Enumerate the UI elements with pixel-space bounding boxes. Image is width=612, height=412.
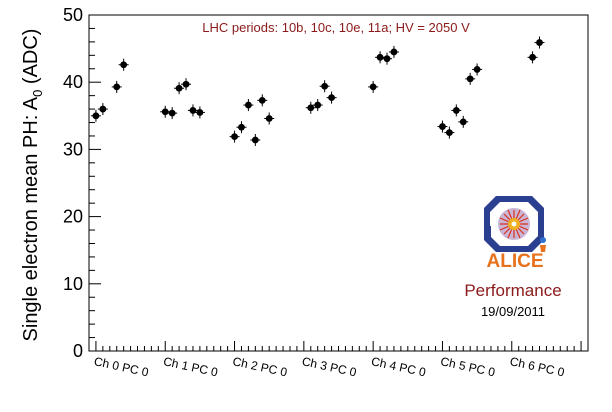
data-point-marker [196, 109, 204, 116]
data-point [305, 101, 316, 114]
data-point [319, 80, 330, 93]
chart-title: LHC periods: 10b, 10c, 10e, 11a; HV = 20… [202, 20, 470, 35]
data-point-marker [182, 80, 190, 88]
svg-text:Single electron mean PH: A0 (A: Single electron mean PH: A0 (ADC) [20, 29, 45, 342]
data-point-marker [529, 53, 536, 61]
data-points [90, 36, 545, 146]
y-tick-label: 0 [73, 341, 83, 361]
data-point-marker [321, 82, 329, 90]
data-point-marker [536, 39, 543, 46]
x-axis: Ch 0 PC 0 Ch 1 PC 0 Ch 2 PC 0 Ch 3 PC 0 Ch 4… [93, 341, 589, 380]
data-point-marker [245, 101, 252, 109]
logo-core-center-icon [511, 221, 517, 227]
data-point-marker [99, 105, 107, 113]
data-point-marker [383, 55, 391, 63]
data-point [375, 51, 386, 64]
data-point [368, 80, 379, 93]
data-point [111, 80, 122, 93]
data-point [97, 103, 108, 116]
data-point-marker [307, 104, 315, 112]
y-axis-label-main: Single electron mean PH: A [20, 96, 42, 341]
data-point-marker [231, 133, 238, 141]
data-point [174, 82, 185, 95]
data-point-marker [473, 66, 481, 73]
data-point [250, 133, 261, 146]
data-point [229, 130, 240, 143]
data-point-marker [175, 84, 183, 92]
data-point [167, 107, 178, 120]
alice-logo [484, 196, 546, 252]
data-point-marker [376, 53, 384, 61]
data-point-marker [439, 123, 446, 130]
data-point-marker [238, 123, 245, 131]
data-point [451, 104, 462, 117]
data-point [236, 121, 247, 134]
data-point [257, 94, 268, 107]
y-axis: 0 10 20 30 40 50 [63, 5, 101, 361]
data-point-marker [265, 115, 273, 122]
data-point [90, 109, 101, 122]
data-point [160, 105, 171, 118]
data-point [465, 72, 476, 85]
data-point [326, 91, 337, 104]
data-point [437, 120, 448, 133]
data-point-marker [120, 61, 128, 69]
data-point [388, 45, 399, 58]
date-label: 19/09/2011 [481, 304, 545, 319]
data-point [527, 51, 538, 64]
y-axis-label-unit: (ADC) [20, 29, 42, 90]
x-tick-label: Ch 6 PC 0 [509, 354, 566, 379]
data-point [534, 36, 545, 49]
y-tick-label: 50 [63, 5, 83, 25]
performance-label: Performance [464, 281, 561, 300]
y-tick-label: 10 [63, 274, 83, 294]
data-point-marker [328, 94, 335, 102]
logo-figure-body-icon [540, 245, 546, 252]
data-point [458, 115, 469, 128]
data-point [444, 126, 455, 139]
data-point-marker [161, 108, 169, 116]
logo-figure-icon [540, 237, 546, 243]
y-tick-label: 30 [63, 139, 83, 159]
data-point-marker [459, 118, 467, 126]
data-point [264, 112, 275, 125]
data-point-marker [189, 107, 197, 114]
x-tick-label: Ch 4 PC 0 [370, 354, 427, 379]
data-point [472, 63, 483, 76]
data-point [243, 99, 254, 112]
y-tick-label: 20 [63, 207, 83, 227]
data-point-marker [466, 75, 474, 83]
data-point-marker [445, 129, 453, 137]
y-tick-label: 40 [63, 72, 83, 92]
x-tick-label: Ch 0 PC 0 [93, 354, 150, 379]
y-axis-label-subscript: 0 [30, 90, 45, 97]
plot-frame [88, 14, 589, 352]
data-point [118, 58, 129, 71]
y-axis-label: Single electron mean PH: A0 (ADC) [20, 29, 45, 342]
data-point-marker [168, 109, 176, 117]
data-point [312, 99, 323, 112]
x-tick-label: Ch 1 PC 0 [162, 354, 219, 379]
data-point [382, 52, 393, 65]
data-point-marker [369, 83, 377, 91]
data-point-marker [113, 83, 121, 91]
data-point [187, 104, 198, 117]
data-point-marker [92, 112, 100, 120]
data-point-marker [258, 96, 266, 104]
logo-text: ALICE [487, 251, 544, 272]
logo-left-leg-icon [487, 226, 491, 240]
data-point-marker [390, 48, 398, 56]
data-point-marker [314, 101, 322, 109]
x-tick-label: Ch 2 PC 0 [231, 354, 288, 379]
data-point [181, 78, 192, 91]
data-point-marker [452, 107, 460, 114]
x-tick-label: Ch 3 PC 0 [301, 354, 358, 379]
x-tick-label: Ch 5 PC 0 [439, 354, 496, 379]
data-point-marker [251, 136, 259, 144]
data-point [194, 106, 205, 119]
